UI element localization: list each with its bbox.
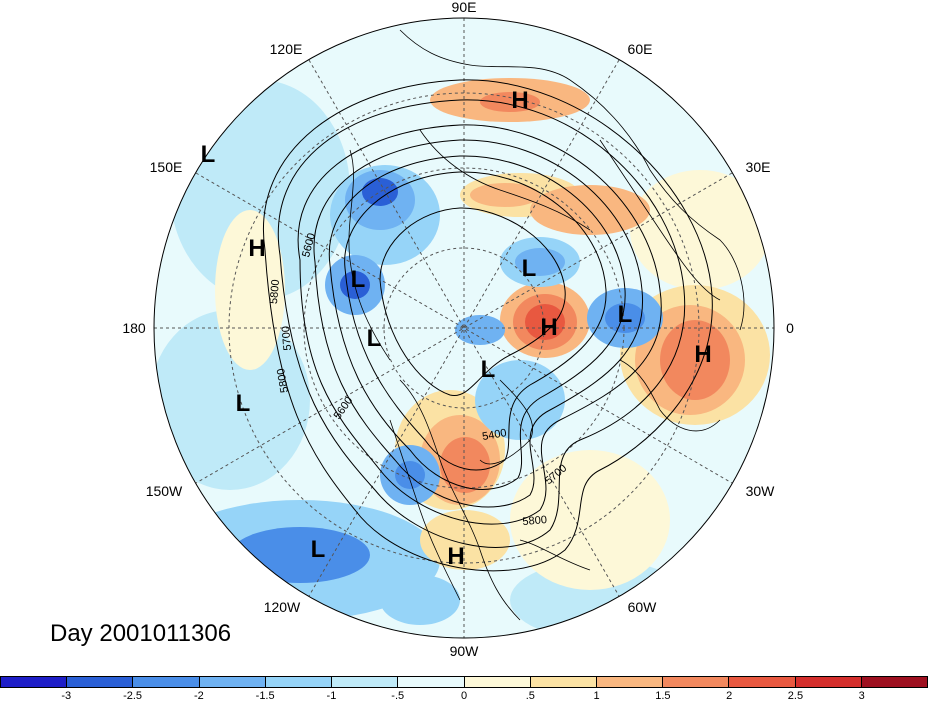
colorbar-tick-label: 2.5 [787, 690, 804, 702]
pressure-center-low: L [522, 255, 537, 282]
day-label: Day 2001011306 [50, 620, 232, 647]
colorbar-segment [397, 676, 464, 688]
colorbar-tick-label: -.5 [391, 690, 405, 702]
pressure-center-low: L [367, 325, 382, 352]
pressure-center-low: L [618, 301, 633, 328]
colorbar-segment [198, 676, 265, 688]
map-boundary [153, 17, 775, 639]
colorbar-tick-label: -2.5 [123, 690, 143, 702]
height-contours [263, 79, 713, 572]
colorbar-segment [728, 676, 795, 688]
longitude-labels: 90E 60E 30E 0 30W 60W 90W 120W 150W 180 … [122, 0, 794, 659]
colorbar-segment [595, 676, 663, 688]
contour-label: 5400 [481, 427, 507, 443]
pressure-centers: H L H L L L H L H L L L H [201, 87, 712, 570]
lon-label-30e: 30E [746, 159, 771, 175]
pressure-center-high: H [540, 314, 557, 341]
colorbar-segment [66, 676, 133, 688]
pressure-center-high: H [447, 543, 464, 570]
lon-label-150e: 150E [150, 159, 183, 175]
coastlines [348, 29, 745, 621]
colorbar-segment [132, 676, 199, 688]
colorbar-segment [662, 676, 729, 688]
lon-label-180: 180 [122, 320, 146, 336]
pressure-center-high: H [694, 341, 711, 368]
lon-label-120w: 120W [264, 599, 301, 615]
lon-label-90e: 90E [452, 0, 477, 15]
lon-label-60w: 60W [628, 599, 658, 615]
colorbar-tick-label: -1 [326, 690, 337, 702]
contour-label: 5800 [268, 279, 282, 304]
colorbar-segment [860, 676, 928, 688]
colorbar-segment [794, 676, 861, 688]
pressure-center-low: L [236, 390, 251, 417]
lon-label-120e: 120E [270, 41, 303, 57]
pressure-center-low: L [311, 536, 326, 563]
colorbar-tick-label: 2 [726, 690, 733, 702]
colorbar-segment [264, 676, 332, 688]
colorbar-tick-label: -1.5 [255, 690, 275, 702]
lon-label-30w: 30W [746, 483, 776, 499]
colorbar-segment [529, 676, 596, 688]
pressure-center-high: H [248, 235, 265, 262]
pressure-center-low: L [351, 266, 366, 293]
colorbar-tick-label: 1 [593, 690, 600, 702]
colorbar-tick-label: -2 [193, 690, 204, 702]
colorbar-segment [463, 676, 530, 688]
colorbar-segment [331, 676, 398, 688]
colorbar-tick-label: 1.5 [655, 690, 671, 702]
lon-label-60e: 60E [628, 41, 653, 57]
pressure-center-low: L [481, 356, 496, 383]
colorbar-tick-label: .5 [525, 690, 535, 702]
pressure-center-high: H [511, 87, 528, 114]
colorbar-tick-label: 0 [460, 690, 468, 702]
colorbar-segment [0, 676, 67, 688]
contour-label: 5800 [522, 514, 547, 528]
contour-label: 5700 [280, 326, 294, 351]
contour-label: 5800 [275, 367, 291, 393]
lon-label-90w: 90W [450, 643, 480, 659]
colorbar-tick-label: -3 [61, 690, 72, 702]
lon-label-150w: 150W [146, 483, 183, 499]
pressure-center-low: L [201, 141, 216, 168]
colorbar-ticks: -3 -2.5 -2 -1.5 -1 -.5 0 .5 1 1.5 2 2.5 3 [0, 690, 928, 702]
colorbar-tick-label: 3 [858, 690, 865, 702]
colorbar [0, 676, 928, 690]
lon-label-0: 0 [786, 320, 794, 336]
